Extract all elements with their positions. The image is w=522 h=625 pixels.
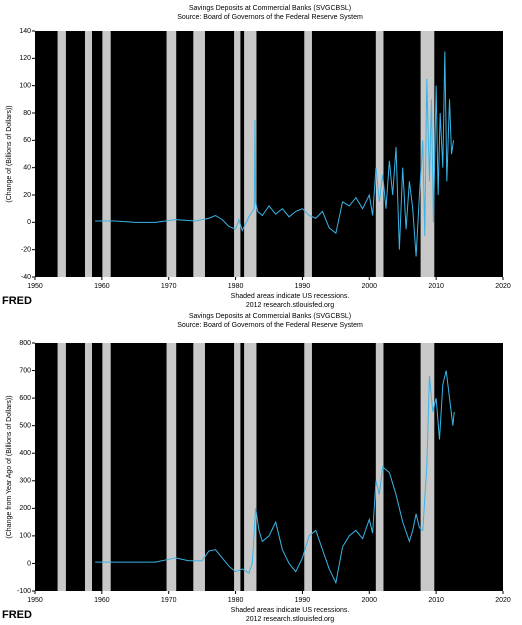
credit: 2012 research.stlouisfed.org bbox=[246, 616, 334, 623]
recession-band bbox=[244, 31, 257, 277]
y-tick-label: 80 bbox=[23, 110, 31, 117]
recession-band bbox=[375, 31, 384, 277]
y-tick-label: 600 bbox=[19, 395, 31, 402]
recession-band bbox=[166, 343, 177, 591]
recession-band bbox=[304, 343, 312, 591]
y-tick-label: 800 bbox=[19, 340, 31, 347]
x-tick-label: 2010 bbox=[428, 283, 444, 290]
y-tick-label: 200 bbox=[19, 505, 31, 512]
x-tick-label: 1950 bbox=[27, 283, 43, 290]
y-tick-label: 300 bbox=[19, 478, 31, 485]
recession-band bbox=[84, 31, 92, 277]
recession-note: Shaded areas indicate US recessions. bbox=[231, 607, 350, 614]
recession-band bbox=[375, 343, 384, 591]
recession-band bbox=[304, 31, 312, 277]
recession-band bbox=[234, 343, 241, 591]
x-tick-label: 2000 bbox=[361, 283, 377, 290]
x-tick-label: 2020 bbox=[495, 283, 511, 290]
y-tick-label: 500 bbox=[19, 423, 31, 430]
chart-subtitle: Source: Board of Governors of the Federa… bbox=[177, 14, 363, 21]
y-tick-label: 100 bbox=[19, 533, 31, 540]
data-line bbox=[95, 370, 455, 585]
chart-subtitle: Source: Board of Governors of the Federa… bbox=[177, 322, 363, 329]
recession-band bbox=[84, 343, 92, 591]
y-tick-label: -20 bbox=[21, 247, 31, 254]
recession-band bbox=[244, 343, 257, 591]
data-line bbox=[95, 51, 455, 257]
recession-band bbox=[234, 31, 241, 277]
x-tick-label: 1960 bbox=[94, 283, 110, 290]
recession-band bbox=[57, 343, 66, 591]
x-tick-label: 1950 bbox=[27, 597, 43, 604]
y-tick-label: 120 bbox=[19, 55, 31, 62]
x-tick-label: 1980 bbox=[228, 597, 244, 604]
y-tick-label: -40 bbox=[21, 274, 31, 281]
y-axis-label: (Change of (Billions of Dollars)) bbox=[6, 105, 13, 202]
x-tick-label: 1990 bbox=[295, 597, 311, 604]
recession-band bbox=[166, 31, 177, 277]
recession-band bbox=[102, 31, 111, 277]
y-tick-label: 0 bbox=[27, 219, 31, 226]
recession-band bbox=[193, 343, 205, 591]
x-tick-label: 1980 bbox=[228, 283, 244, 290]
credit: 2012 research.stlouisfed.org bbox=[246, 302, 334, 309]
x-tick-label: 1990 bbox=[295, 283, 311, 290]
y-tick-label: 40 bbox=[23, 165, 31, 172]
x-tick-label: 1970 bbox=[161, 283, 177, 290]
logo: FRED bbox=[2, 295, 32, 307]
x-tick-label: 2020 bbox=[495, 597, 511, 604]
y-axis-label: (Change from Year Ago of (Billions of Do… bbox=[6, 395, 13, 538]
logo: FRED bbox=[2, 609, 32, 621]
recession-band bbox=[193, 31, 205, 277]
y-tick-label: 20 bbox=[23, 192, 31, 199]
recession-band bbox=[420, 343, 435, 591]
y-tick-label: 700 bbox=[19, 367, 31, 374]
chart-title: Savings Deposits at Commercial Banks (SV… bbox=[189, 5, 351, 12]
x-tick-label: 1960 bbox=[94, 597, 110, 604]
recession-band bbox=[57, 31, 66, 277]
y-tick-label: 0 bbox=[27, 560, 31, 567]
y-tick-label: -100 bbox=[17, 588, 31, 595]
x-tick-label: 2010 bbox=[428, 597, 444, 604]
y-tick-label: 100 bbox=[19, 83, 31, 90]
x-tick-label: 2000 bbox=[361, 597, 377, 604]
recession-note: Shaded areas indicate US recessions. bbox=[231, 293, 350, 300]
x-tick-label: 1970 bbox=[161, 597, 177, 604]
y-tick-label: 400 bbox=[19, 450, 31, 457]
y-tick-label: 140 bbox=[19, 28, 31, 35]
recession-band bbox=[102, 343, 111, 591]
y-tick-label: 60 bbox=[23, 137, 31, 144]
chart-title: Savings Deposits at Commercial Banks (SV… bbox=[189, 313, 351, 320]
